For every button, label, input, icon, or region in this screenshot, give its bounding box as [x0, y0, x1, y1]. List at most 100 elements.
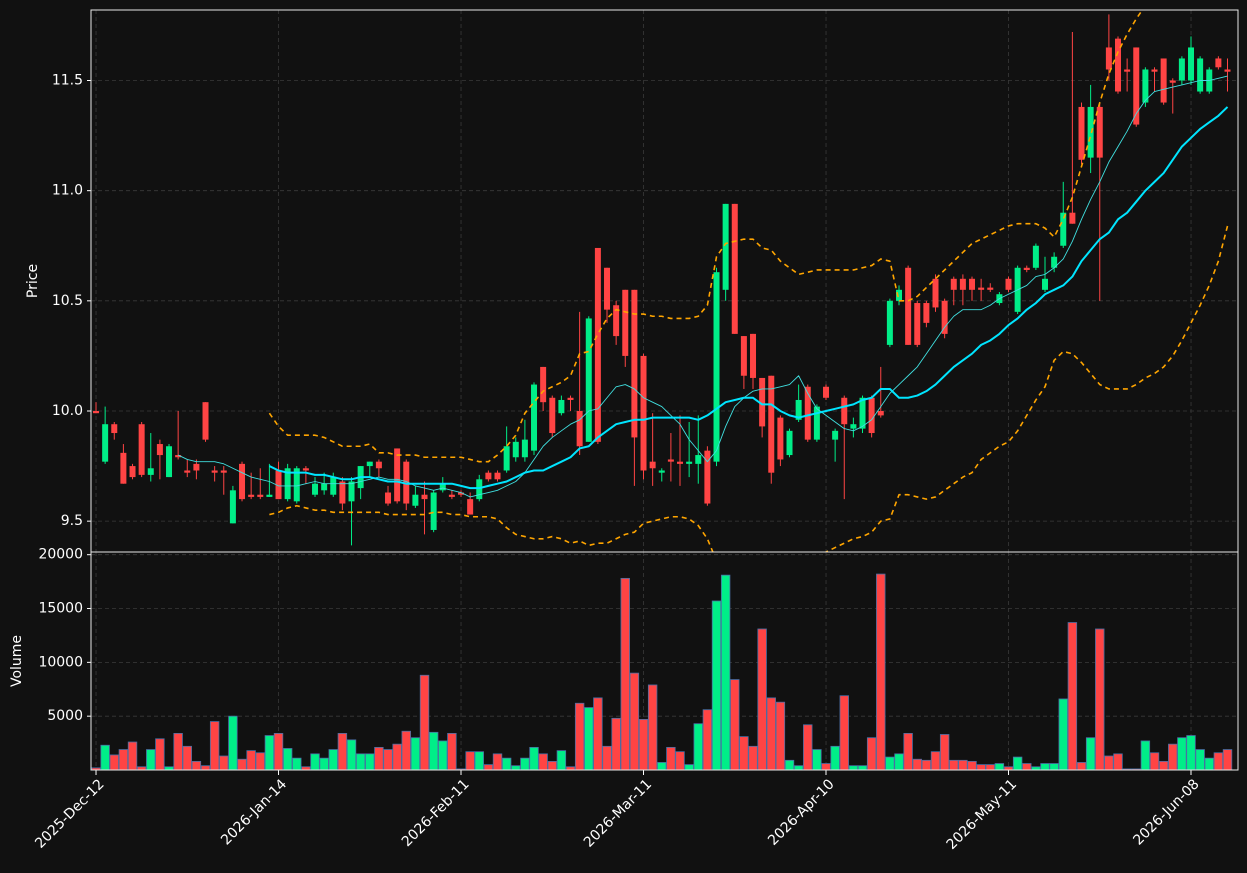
- volume-bar: [693, 723, 703, 770]
- candle-body: [293, 468, 300, 502]
- volume-bar: [584, 707, 594, 770]
- volume-bar: [611, 717, 621, 770]
- volume-bar: [748, 745, 758, 770]
- volume-bar: [273, 732, 284, 770]
- candle-body: [1005, 278, 1012, 290]
- candle-body: [330, 477, 337, 495]
- volume-plot: [91, 573, 1233, 770]
- x-tick-label: 2026-Jun-08: [1130, 776, 1202, 848]
- volume-bar: [401, 730, 411, 770]
- candle-body: [540, 366, 547, 403]
- volume-bar: [1222, 749, 1233, 770]
- candle-body: [1105, 47, 1112, 70]
- candle-body: [375, 461, 382, 469]
- candle-body: [1115, 38, 1122, 92]
- candle-body: [467, 499, 474, 515]
- candle-body: [640, 355, 647, 471]
- volume-bar: [1168, 743, 1178, 770]
- y-tick-label: 10.5: [52, 293, 83, 309]
- candle-body: [531, 384, 538, 451]
- candle-body: [202, 402, 209, 440]
- volume-bar: [574, 702, 585, 770]
- candle-body: [339, 481, 346, 504]
- candle-body: [275, 470, 282, 500]
- volume-bar: [675, 751, 685, 770]
- volume-bar: [821, 763, 831, 770]
- overlay-line: [268, 10, 1144, 463]
- volume-bar: [346, 739, 357, 770]
- x-tick-label: 2026-Feb-11: [399, 776, 473, 850]
- volume-bar: [200, 765, 211, 770]
- volume-bar: [255, 752, 265, 770]
- volume-bar: [1003, 766, 1014, 770]
- candle-body: [220, 470, 227, 473]
- volume-bar: [410, 737, 421, 770]
- volume-bar: [976, 764, 986, 770]
- volume-bar: [292, 757, 302, 770]
- candle-body: [1042, 278, 1049, 290]
- candle-body: [914, 303, 921, 345]
- volume-bar: [1113, 753, 1123, 770]
- volume-bar: [1195, 749, 1205, 770]
- candle-body: [1151, 69, 1158, 72]
- volume-bar: [191, 760, 202, 770]
- volume-bar: [419, 674, 430, 770]
- candle-body: [403, 461, 410, 504]
- volume-bar: [1149, 752, 1160, 770]
- candle-body: [385, 492, 392, 504]
- volume-bar: [1213, 752, 1224, 770]
- candle-body: [859, 397, 866, 429]
- volume-bar: [967, 760, 977, 770]
- y-tick-label: 10000: [38, 654, 83, 670]
- volume-bar: [638, 719, 649, 770]
- volume-bar: [1177, 737, 1187, 770]
- candle-body: [969, 278, 976, 290]
- candle-body: [649, 461, 656, 469]
- x-tick-label: 2026-Apr-10: [765, 776, 838, 849]
- candle-body: [166, 446, 173, 478]
- volume-bar: [593, 697, 603, 770]
- volume-bar: [1022, 763, 1032, 770]
- candle-body: [302, 468, 309, 471]
- candle-body: [604, 267, 611, 310]
- candle-body: [512, 441, 519, 458]
- volume-bar: [109, 754, 119, 770]
- volume-bar: [812, 749, 822, 770]
- candle-body: [631, 289, 638, 438]
- candle-body: [412, 494, 419, 506]
- y-tick-label: 10.0: [52, 403, 83, 419]
- x-tick-label: 2026-May-11: [944, 776, 1021, 853]
- candle-body: [1142, 69, 1149, 103]
- candle-body: [841, 397, 848, 425]
- candle-body: [366, 461, 373, 467]
- candle-body: [193, 463, 200, 471]
- x-tick-label: 2026-Mar-11: [581, 776, 655, 850]
- volume-bar: [209, 721, 220, 770]
- candle-body: [594, 247, 601, 442]
- volume-bar: [766, 697, 776, 770]
- volume-bar: [848, 765, 859, 770]
- volume-bar: [511, 765, 521, 770]
- volume-bar: [1031, 766, 1041, 770]
- candle-body: [695, 455, 702, 464]
- volume-bar: [182, 745, 192, 770]
- candle-body: [184, 470, 191, 473]
- candle-body: [1169, 80, 1176, 83]
- candle-body: [111, 424, 118, 434]
- candle-body: [521, 439, 528, 458]
- candle-body: [1188, 47, 1195, 81]
- candle-body: [485, 472, 492, 480]
- volume-bar: [383, 749, 393, 770]
- candle-body: [941, 300, 948, 334]
- volume-bar: [91, 767, 101, 770]
- candle-body: [1051, 256, 1058, 268]
- y-tick-label: 15000: [38, 601, 83, 617]
- candle-body: [229, 490, 236, 524]
- volume-bar: [939, 734, 950, 770]
- candle-body: [138, 424, 145, 475]
- candle-body: [886, 300, 893, 345]
- volume-bar: [876, 573, 886, 770]
- candle-body: [567, 397, 574, 400]
- volume-bar: [921, 759, 932, 770]
- volume-bar: [602, 745, 612, 770]
